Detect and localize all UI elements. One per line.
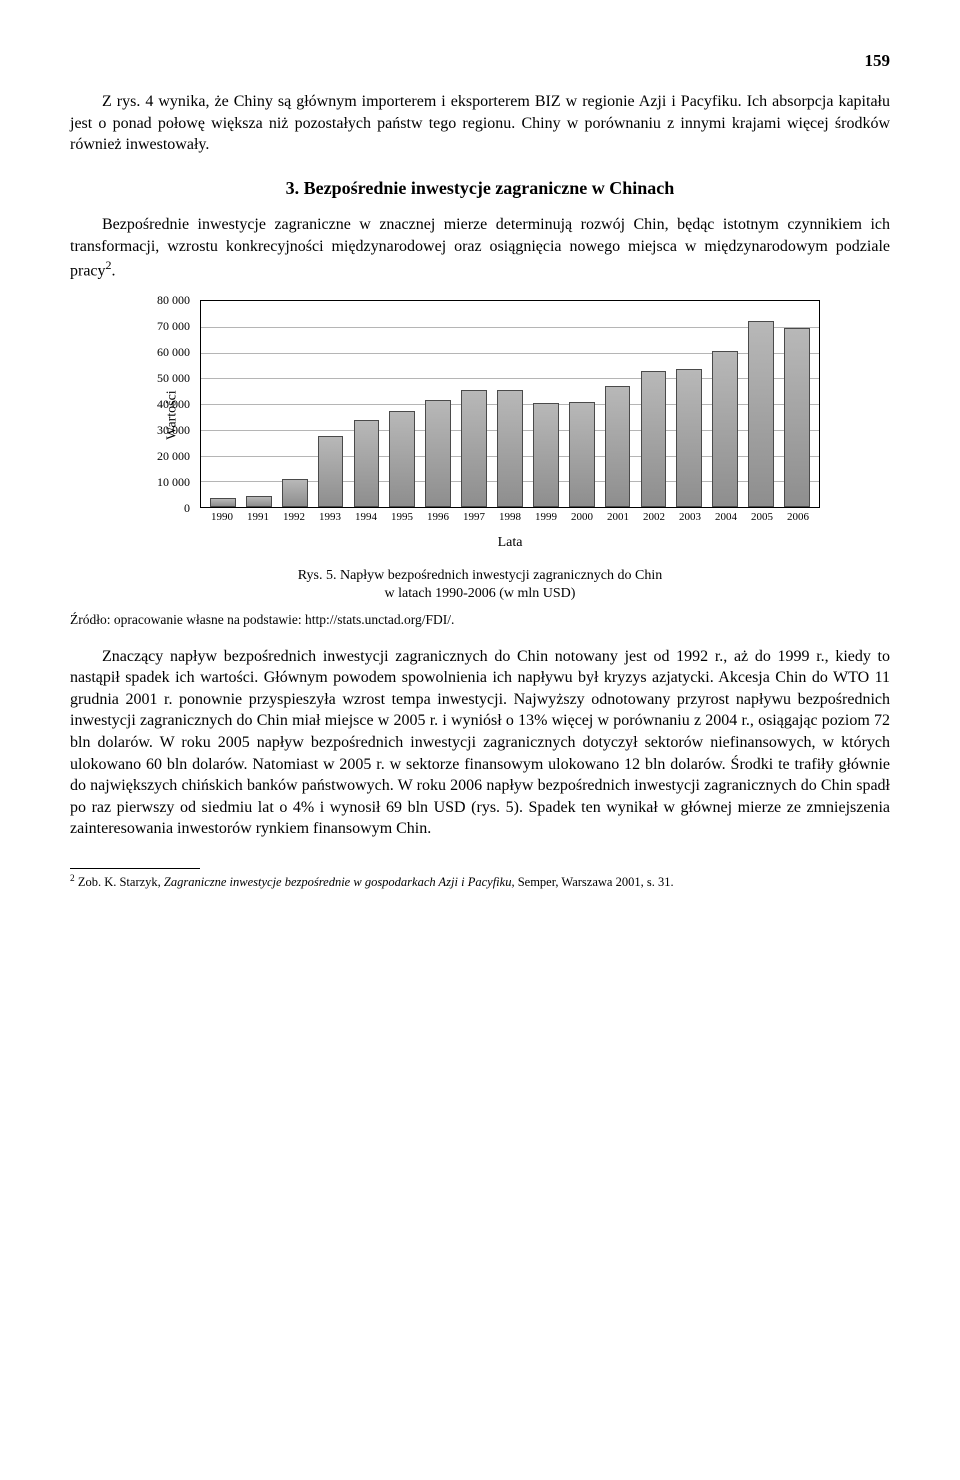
page-number: 159 <box>70 50 890 73</box>
y-tick-label: 20 000 <box>157 448 190 464</box>
bar <box>318 436 344 507</box>
x-axis-label: Lata <box>200 534 820 553</box>
figure-caption: Rys. 5. Napływ bezpośrednich inwestycji … <box>70 567 890 603</box>
footnote-rule <box>70 868 200 869</box>
x-ticks: 1990199119921993199419951996199719981999… <box>200 510 820 530</box>
paragraph-1: Z rys. 4 wynika, że Chiny są głównym imp… <box>70 91 890 156</box>
fdi-bar-chart: Wartości 010 00020 00030 00040 00050 000… <box>140 300 820 553</box>
y-tick-label: 80 000 <box>157 292 190 308</box>
x-tick-label: 2005 <box>744 510 780 530</box>
x-tick-label: 1996 <box>420 510 456 530</box>
bar <box>605 386 631 507</box>
para2-text-a: Bezpośrednie inwestycje zagraniczne w zn… <box>70 216 890 280</box>
bar-slot <box>384 301 420 507</box>
y-tick-label: 30 000 <box>157 422 190 438</box>
bar <box>497 390 523 507</box>
bar-slot <box>743 301 779 507</box>
y-tick-label: 0 <box>184 500 190 516</box>
bar <box>569 402 595 507</box>
footnote-italic: Zagraniczne inwestycje bezpośrednie w go… <box>164 875 515 889</box>
x-tick-label: 1990 <box>204 510 240 530</box>
bar-slot <box>456 301 492 507</box>
bar <box>712 351 738 507</box>
footnote: 2 Zob. K. Starzyk, Zagraniczne inwestycj… <box>70 873 890 890</box>
bar <box>641 371 667 507</box>
y-tick-label: 10 000 <box>157 474 190 490</box>
paragraph-3: Znaczący napływ bezpośrednich inwestycji… <box>70 646 890 840</box>
fig-caption-line1: Rys. 5. Napływ bezpośrednich inwestycji … <box>298 568 663 583</box>
bar-slot <box>671 301 707 507</box>
bar-slot <box>528 301 564 507</box>
y-tick-label: 50 000 <box>157 370 190 386</box>
bar <box>354 420 380 507</box>
bar <box>282 479 308 507</box>
bar-slot <box>313 301 349 507</box>
y-tick-label: 40 000 <box>157 396 190 412</box>
y-tick-label: 70 000 <box>157 318 190 334</box>
bar-slot <box>492 301 528 507</box>
bar <box>676 369 702 507</box>
bar <box>210 498 236 507</box>
x-tick-label: 2002 <box>636 510 672 530</box>
x-tick-label: 2006 <box>780 510 816 530</box>
source-line: Źródło: opracowanie własne na podstawie:… <box>70 611 890 629</box>
bar-slot <box>241 301 277 507</box>
plot-area <box>200 300 820 508</box>
x-tick-label: 2000 <box>564 510 600 530</box>
x-tick-label: 2003 <box>672 510 708 530</box>
bar-slot <box>205 301 241 507</box>
y-tick-label: 60 000 <box>157 344 190 360</box>
bar-slot <box>420 301 456 507</box>
bar <box>246 496 272 507</box>
x-tick-label: 1991 <box>240 510 276 530</box>
x-tick-label: 1995 <box>384 510 420 530</box>
x-tick-label: 2004 <box>708 510 744 530</box>
paragraph-2: Bezpośrednie inwestycje zagraniczne w zn… <box>70 214 890 282</box>
bar-slot <box>707 301 743 507</box>
footnote-a: Zob. K. Starzyk, <box>75 875 164 889</box>
bar-slot <box>779 301 815 507</box>
bar <box>784 328 810 507</box>
bar <box>748 321 774 507</box>
x-tick-label: 1992 <box>276 510 312 530</box>
section-heading: 3. Bezpośrednie inwestycje zagraniczne w… <box>70 176 890 200</box>
x-tick-label: 2001 <box>600 510 636 530</box>
bar-slot <box>600 301 636 507</box>
para2-text-b: . <box>112 263 116 280</box>
bar <box>425 400 451 507</box>
bar-slot <box>564 301 600 507</box>
bar-slot <box>349 301 385 507</box>
footnote-b: Semper, Warszawa 2001, s. 31. <box>515 875 674 889</box>
bar <box>533 403 559 507</box>
bar <box>389 411 415 508</box>
bars-container <box>201 301 819 507</box>
x-tick-label: 1999 <box>528 510 564 530</box>
bar-slot <box>636 301 672 507</box>
x-tick-label: 1993 <box>312 510 348 530</box>
x-tick-label: 1997 <box>456 510 492 530</box>
bar-slot <box>277 301 313 507</box>
x-tick-label: 1994 <box>348 510 384 530</box>
x-tick-label: 1998 <box>492 510 528 530</box>
bar <box>461 390 487 507</box>
fig-caption-line2: w latach 1990-2006 (w mln USD) <box>385 586 576 601</box>
